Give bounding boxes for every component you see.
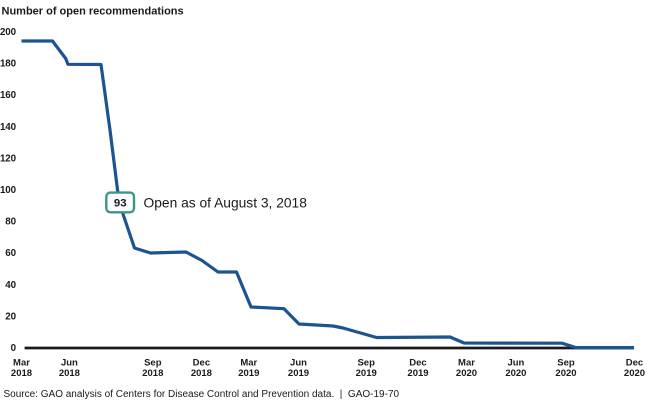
svg-text:180: 180: [0, 59, 17, 70]
svg-text:93: 93: [114, 198, 127, 210]
svg-text:140: 140: [0, 122, 17, 133]
svg-text:120: 120: [0, 153, 17, 164]
svg-text:Open as of August 3, 2018: Open as of August 3, 2018: [144, 196, 308, 211]
svg-text:40: 40: [5, 280, 16, 291]
svg-text:0: 0: [11, 343, 17, 354]
svg-text:160: 160: [0, 90, 17, 101]
svg-text:20: 20: [5, 311, 16, 322]
svg-text:Number of open recommendations: Number of open recommendations: [2, 6, 184, 18]
svg-text:80: 80: [5, 217, 16, 228]
svg-text:100: 100: [0, 185, 17, 196]
svg-text:60: 60: [5, 248, 16, 259]
svg-text:Source: GAO analysis of Center: Source: GAO analysis of Centers for Dise…: [4, 389, 400, 400]
svg-text:200: 200: [0, 27, 17, 38]
